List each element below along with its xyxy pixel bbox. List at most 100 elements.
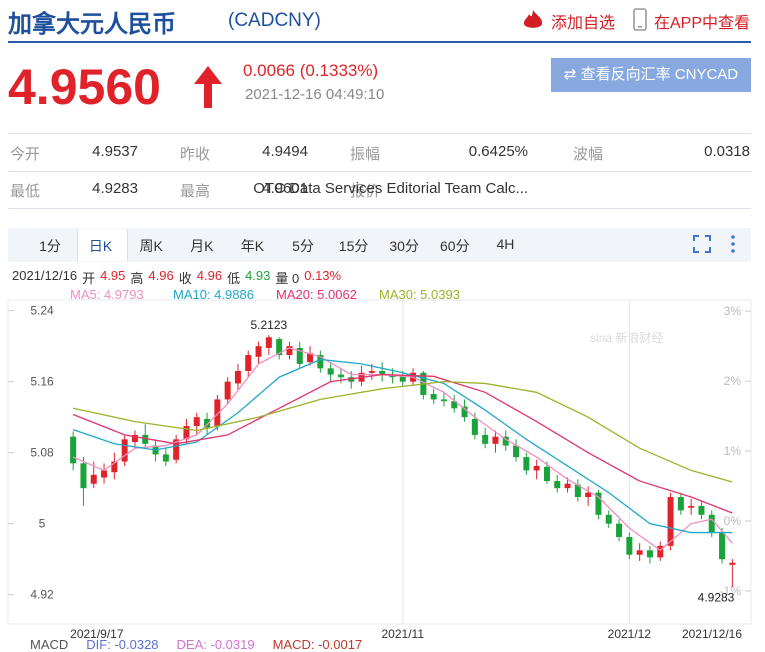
view-in-app[interactable]: 在APP中查看 [654, 15, 751, 32]
phone-icon [633, 8, 647, 31]
tab[interactable]: 周K [139, 238, 163, 254]
candle-body [131, 434, 138, 443]
candle-body [162, 454, 169, 462]
candle-body [729, 562, 736, 565]
candle-body [616, 523, 623, 537]
symbol-code: (CADCNY) [228, 10, 321, 31]
tab[interactable]: 5分 [292, 238, 314, 254]
stat-label: 报价 [350, 183, 381, 200]
candle-body [255, 346, 262, 357]
reverse-rate-button[interactable]: ⇄ 查看反向汇率 CNYCAD [551, 58, 751, 92]
candle-body [379, 371, 386, 375]
candle-body [265, 337, 272, 348]
info-item: 量 0 [275, 271, 300, 286]
candle-body [183, 426, 190, 440]
candle-body [554, 481, 561, 489]
tab[interactable]: 15分 [338, 238, 369, 254]
stat-value: 4.9601 [262, 180, 308, 197]
x-tick-label: 2021/9/17 [70, 627, 124, 641]
y-tick-label: 5.08 [30, 446, 54, 460]
candle-body [513, 445, 520, 458]
candle-body [574, 484, 581, 498]
candle-body [101, 470, 108, 478]
candle-body [595, 492, 602, 515]
candle-body [440, 399, 447, 402]
info-item: 0.13% [304, 268, 342, 283]
y-tick-label: 5.16 [30, 375, 54, 389]
candle-body [471, 418, 478, 435]
price: 4.9560 [8, 59, 161, 115]
legend: MA5: 4.9793 MA10: 4.9886 MA20: 5.0062 MA30:… [70, 287, 482, 302]
candle-body [245, 355, 252, 372]
y2-tick-label: 3% [724, 304, 742, 318]
tab[interactable]: 年K [240, 238, 265, 254]
info-item: 开 [82, 271, 96, 286]
stat-value: OTC Data Services Editorial Team Calc... [253, 180, 528, 197]
candle-body [719, 532, 726, 560]
candle-body [214, 399, 221, 427]
candle-body [605, 514, 612, 524]
candle-body [204, 418, 211, 428]
quote-time: 2021-12-16 04:49:10 [245, 86, 385, 103]
info-item: 4.93 [245, 268, 271, 283]
candle-body [646, 550, 653, 558]
add-watchlist[interactable]: 添加自选 [551, 15, 616, 32]
candle-body [234, 371, 241, 384]
tab[interactable]: 日K [88, 238, 113, 254]
candle-body [193, 417, 200, 427]
ma-line [72, 358, 733, 534]
candle-body [636, 550, 643, 555]
candle-body [492, 436, 499, 444]
x-tick-label: 2021/11 [382, 627, 425, 641]
stat-label: 波幅 [573, 146, 604, 163]
candle-body [111, 461, 118, 473]
watermark: sina 新浪财经 [590, 330, 663, 345]
candle-body [657, 545, 664, 558]
low-label: 4.9283 [698, 590, 735, 604]
candle-body [296, 347, 303, 364]
candle-body [337, 374, 344, 378]
candle-body [368, 371, 375, 373]
stat-value: 4.9494 [262, 143, 308, 160]
tab[interactable]: 月K [190, 238, 214, 254]
candle-body [502, 436, 509, 446]
tab[interactable]: 60分 [440, 238, 470, 254]
candle-body [121, 439, 128, 462]
candle-body [688, 505, 695, 508]
candle-body [173, 439, 180, 460]
info-item: 低 [227, 271, 241, 286]
info-item: 4.96 [196, 268, 223, 283]
candle-body [317, 355, 324, 369]
ma-line [72, 373, 733, 514]
info-item: 高 [130, 271, 144, 286]
candle-body [533, 465, 540, 471]
plot-frame [7, 299, 752, 625]
selected-tab [77, 229, 128, 261]
tab[interactable]: 4H [496, 236, 515, 252]
legend-item: MA30: 5.0393 [379, 287, 460, 302]
candle-body [286, 346, 293, 356]
candle-body [698, 505, 705, 515]
y2-tick-label: 2% [724, 374, 742, 388]
y-tick-label: 5 [39, 517, 46, 531]
title: 加拿大元人民币 [8, 11, 176, 38]
y-tick-label: 4.92 [30, 588, 54, 602]
table-rule [8, 133, 751, 134]
candle-body [224, 381, 231, 400]
tab[interactable]: 30分 [389, 238, 419, 254]
stat-value: 0.0318 [704, 143, 750, 160]
high-label: 5.2123 [250, 318, 287, 332]
tab[interactable]: 1分 [39, 238, 61, 254]
price-change: 0.0066 (0.1333%) [243, 61, 379, 80]
up-arrow [194, 66, 222, 108]
fire-icon [523, 10, 543, 28]
candle-body [276, 339, 283, 356]
candle-body [399, 376, 406, 382]
candle-body [708, 514, 715, 533]
y-tick-label: 5.24 [30, 304, 54, 318]
y2-tick-label: -1% [720, 584, 742, 598]
table-rule [8, 208, 751, 209]
table-rule [8, 171, 751, 172]
info-item: 收 [178, 271, 192, 286]
